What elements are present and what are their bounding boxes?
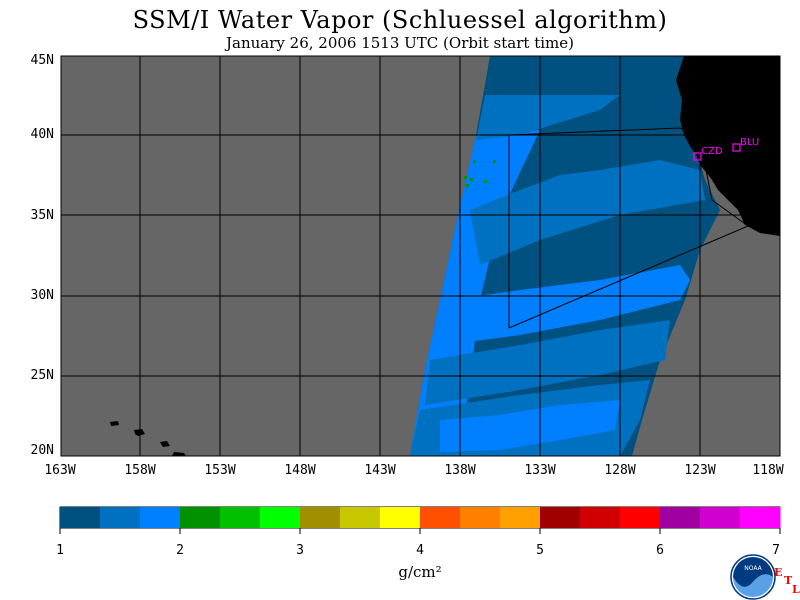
lon-label-118w: 118W	[752, 463, 784, 478]
colorbar-swatch	[500, 507, 541, 528]
noaa-logo-text: NOAA	[744, 565, 762, 572]
colorbar-swatch	[380, 507, 421, 528]
lat-label-45n: 45N	[30, 53, 54, 68]
colorbar-swatch	[60, 507, 101, 528]
swath-band-medium-south	[425, 320, 670, 405]
colorbar-swatch	[260, 507, 301, 528]
lat-label-40n: 40N	[30, 127, 54, 142]
colorbar-swatch	[220, 507, 261, 528]
swath-band-medium-middle	[470, 160, 705, 265]
colorbar-tick-label-4: 4	[416, 543, 424, 558]
etl-letter-e: E	[774, 566, 783, 579]
lon-label-153w: 153W	[204, 463, 236, 478]
etl-letter-t: T	[784, 574, 793, 587]
colorbar-swatch	[420, 507, 461, 528]
station-marker-czd	[693, 152, 702, 161]
colorbar-swatch	[540, 507, 581, 528]
map-frame	[60, 55, 781, 457]
colorbar-swatch	[580, 507, 621, 528]
colorbar-swatch	[700, 507, 741, 528]
land-hawaii-3	[160, 441, 170, 447]
colorbar-swatch	[100, 507, 141, 528]
station-label-czd: CZD	[701, 146, 723, 157]
station-label-blu: BLU	[740, 137, 760, 148]
swath-band-deep-south	[440, 400, 620, 452]
land-hawaii-4	[172, 452, 186, 456]
noaa-logo: NOAA	[730, 554, 776, 600]
colorbar-swatch	[740, 507, 781, 528]
colorbar-tick-label-6: 6	[656, 543, 664, 558]
lon-label-163w: 163W	[44, 463, 76, 478]
land-california	[676, 56, 780, 236]
lon-label-143w: 143W	[364, 463, 396, 478]
green-pixels	[464, 160, 496, 187]
swath-band-bright-middle	[445, 265, 690, 345]
colorbar-tick-label-1: 1	[56, 543, 64, 558]
colorbar-swatch	[180, 507, 221, 528]
lat-label-35n: 35N	[30, 208, 54, 223]
colorbar-swatch	[340, 507, 381, 528]
colorbar-swatches	[60, 507, 781, 528]
lat-label-25n: 25N	[30, 368, 54, 383]
colorbar-tick-label-2: 2	[176, 543, 184, 558]
swath-band-medium-north	[476, 95, 620, 140]
colorbar-swatch	[660, 507, 701, 528]
grid-lines	[61, 56, 780, 456]
colorbar-tick-label-3: 3	[296, 543, 304, 558]
colorbar-ticks	[59, 528, 781, 534]
etl-letter-l: L	[792, 583, 800, 596]
map-subtitle: January 26, 2006 1513 UTC (Orbit start t…	[226, 34, 574, 52]
lon-label-123w: 123W	[684, 463, 716, 478]
land-hawaii-1	[110, 421, 119, 426]
lon-label-133w: 133W	[524, 463, 556, 478]
colorbar-tick-label-5: 5	[536, 543, 544, 558]
map-title: SSM/I Water Vapor (Schluessel algorithm)	[132, 6, 668, 34]
lat-label-30n: 30N	[30, 288, 54, 303]
lon-label-148w: 148W	[284, 463, 316, 478]
lon-label-158w: 158W	[124, 463, 156, 478]
lat-label-20n: 20N	[30, 443, 54, 458]
lon-label-138w: 138W	[444, 463, 476, 478]
station-marker-blu	[732, 143, 741, 152]
colorbar-swatch	[300, 507, 341, 528]
colorbar-swatch	[620, 507, 661, 528]
analysis-domain-outline	[508, 127, 750, 329]
colorbar-swatch	[460, 507, 501, 528]
lon-label-128w: 128W	[604, 463, 636, 478]
colorbar-unit: g/cm²	[398, 563, 442, 581]
colorbar-swatch	[140, 507, 181, 528]
colorbar-tick-label-7: 7	[772, 543, 780, 558]
